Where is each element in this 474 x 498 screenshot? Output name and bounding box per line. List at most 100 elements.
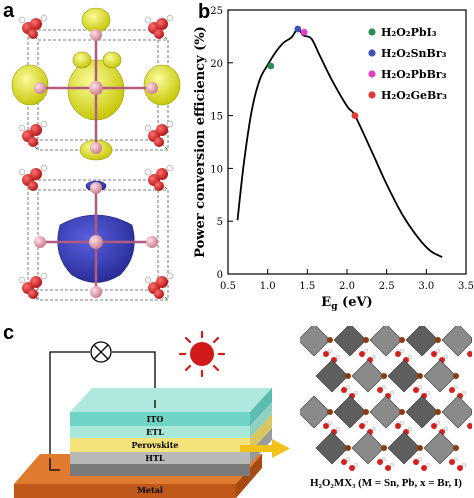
panel-label-b: b: [198, 1, 211, 23]
data-point: [300, 28, 308, 36]
layer-label-perovskite: Perovskite: [132, 440, 179, 450]
octahedron: [441, 395, 472, 429]
x-tick-label: 2.0: [339, 281, 355, 292]
x-tick-label: 1.0: [260, 281, 276, 292]
water-molecule: [467, 351, 472, 357]
octahedron: [423, 359, 457, 393]
x-tick-label: 2.5: [379, 281, 395, 292]
legend-label: H₂O₂PbI₃: [381, 26, 437, 39]
octahedron: [333, 395, 367, 429]
halide-atom: [327, 409, 333, 415]
halide-atoms-bottom: [34, 182, 158, 298]
legend-marker: [368, 28, 376, 36]
halide-atom: [327, 337, 333, 343]
x-tick-label: 3.0: [418, 281, 434, 292]
layer-label-metal: Metal: [137, 485, 163, 495]
y-tick-label: 20: [210, 59, 223, 70]
layer-label-ito: ITO: [147, 414, 164, 424]
halide-atom: [363, 409, 369, 415]
caption-detail: (M = Sn, Pb, x = Br, I): [355, 477, 462, 489]
legend-label: H₂O₂SnBr₃: [381, 47, 447, 60]
oxygen-atoms-bottom: [22, 168, 168, 299]
octahedron: [369, 395, 403, 429]
layer-stack: [70, 388, 272, 476]
halide-atom: [417, 373, 423, 379]
device-schematic: ITO ETL Perovskite HTL Metal: [14, 330, 290, 498]
oxygen-atoms-top: [22, 18, 168, 147]
x-tick-label: 3.5: [458, 281, 474, 292]
x-tick-label: 1.5: [299, 281, 315, 292]
layer-label-etl: ETL: [146, 427, 164, 437]
data-point: [294, 25, 302, 33]
legend: H₂O₂PbI₃ H₂O₂SnBr₃ H₂O₂PbBr₃ H₂O₂GeBr₃: [368, 26, 447, 102]
octahedron: [315, 431, 349, 465]
water-molecule: [431, 420, 448, 435]
yellow-isosurface: [11, 7, 181, 161]
water-molecule: [449, 456, 466, 471]
legend-marker: [368, 49, 376, 57]
water-molecule: [341, 456, 359, 471]
water-molecule: [395, 349, 412, 363]
sun-icon: [178, 330, 226, 378]
halide-atom: [381, 373, 387, 379]
legend-label: H₂O₂PbBr₃: [381, 68, 447, 81]
octahedron: [351, 431, 385, 465]
halide-atom: [345, 373, 351, 379]
halide-atom: [453, 445, 459, 451]
halide-atom: [399, 337, 405, 343]
lamp-icon: [90, 341, 112, 363]
caption-formula: H₂O₂MX₃: [310, 477, 356, 489]
halide-atom: [435, 337, 441, 343]
halide-atom: [453, 373, 459, 379]
water-molecule: [377, 456, 394, 471]
octahedron: [369, 326, 403, 357]
halide-atoms-top: [34, 29, 158, 154]
circuit-wire: [49, 351, 156, 458]
arrow-icon: [240, 439, 290, 458]
efficiency-chart: 0 5 10 15 20 25 0.5 1.0 1.5 2.0 2.5 3.0 3.5 H₂O₂PbI…: [193, 6, 474, 312]
octahedron: [300, 326, 331, 357]
y-tick-label: 0: [217, 270, 223, 281]
efficiency-curve: [236, 28, 443, 258]
water-molecule: [467, 423, 472, 429]
y-tick-label: 5: [217, 217, 223, 228]
layer-label-htl: HTL: [145, 453, 165, 463]
octahedron: [315, 359, 349, 393]
plot-frame: [227, 9, 467, 275]
water-molecule: [413, 456, 430, 471]
halide-atom: [399, 409, 405, 415]
octahedron: [423, 431, 457, 465]
halide-atom: [435, 409, 441, 415]
y-axis-label: Power conversion efficiency (%): [193, 26, 208, 258]
octahedral-lattice: [300, 326, 472, 476]
y-tick-label: 15: [210, 112, 223, 123]
halide-atom: [471, 409, 472, 415]
legend-marker: [368, 70, 376, 78]
panel-label-c: c: [3, 322, 15, 344]
y-tick-label: 10: [210, 164, 223, 175]
y-tick-label: 25: [210, 6, 223, 17]
data-point: [351, 112, 359, 119]
water-molecule: [323, 349, 341, 363]
x-axis-label: Eg (eV): [321, 295, 372, 312]
halide-atom: [471, 337, 472, 343]
panel-label-a: a: [3, 0, 15, 22]
octahedron: [387, 431, 421, 465]
octahedron: [351, 359, 385, 393]
x-tick-label: 0.5: [220, 281, 236, 292]
water-molecule: [359, 420, 376, 435]
figure-caption: H₂O₂MX₃ (M = Sn, Pb, x = Br, I): [300, 477, 472, 489]
octahedron: [405, 395, 439, 429]
octahedron: [441, 326, 472, 357]
halide-atom: [363, 337, 369, 343]
data-point: [267, 62, 275, 70]
legend-label: H₂O₂GeBr₃: [381, 89, 447, 102]
legend-marker: [368, 91, 376, 99]
structure-panel-a: [11, 7, 181, 301]
halide-atom: [345, 445, 351, 451]
halide-atom: [417, 445, 423, 451]
octahedron: [300, 395, 331, 429]
octahedron: [387, 359, 421, 393]
halide-atom: [381, 445, 387, 451]
octahedron: [333, 326, 367, 357]
